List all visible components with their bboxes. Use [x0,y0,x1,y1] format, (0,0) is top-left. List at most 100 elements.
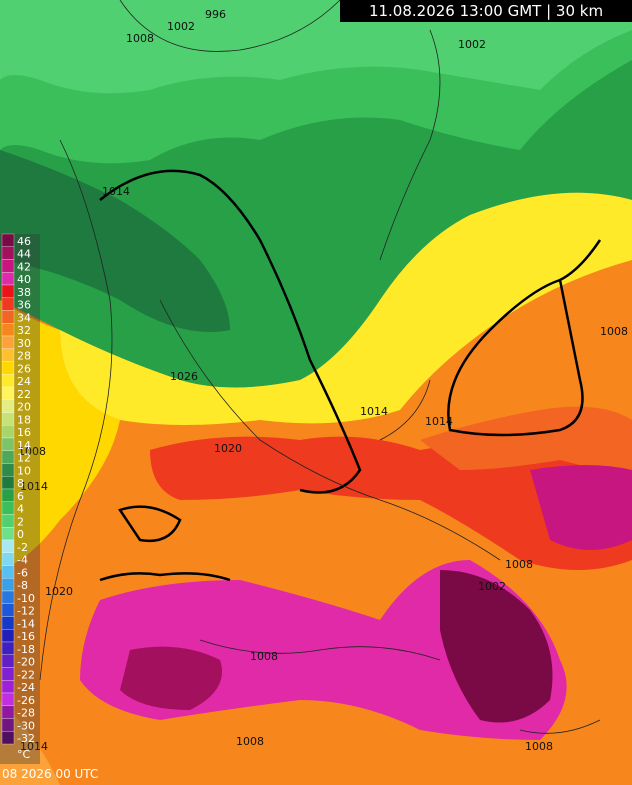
isobar-label: 1002 [167,20,195,33]
legend-label: 40 [17,273,31,286]
header-title: 11.08.2026 13:00 GMT | 30 km [369,2,603,20]
legend-swatch [1,590,15,604]
legend-swatch [1,348,15,362]
isobar-label: 1014 [20,480,48,493]
isoline [99,169,362,494]
legend-swatch [1,272,15,286]
legend-label: 42 [17,260,31,273]
isobar [119,0,341,52]
isobar-label: 1014 [102,185,130,198]
isobar-label: 1020 [214,442,242,455]
legend-swatch [1,488,15,502]
isobar-label: 1008 [126,32,154,45]
legend-swatch [1,323,15,337]
legend-swatch [1,578,15,592]
legend-swatch [1,552,15,566]
field-orange [420,406,632,480]
legend-label: -24 [17,681,35,694]
legend-swatch [1,425,15,439]
legend-label: 24 [17,375,31,388]
legend-label: -32 [17,732,35,745]
legend-unit: °C [17,748,31,761]
legend-swatch [1,361,15,375]
legend-swatch [1,667,15,681]
legend-label: -2 [17,541,28,554]
legend-label: -20 [17,656,35,669]
legend-swatch [1,603,15,617]
legend-swatch [1,565,15,579]
legend-label: 38 [17,286,31,299]
isobar-label: 1014 [425,415,453,428]
legend-label: 36 [17,299,31,312]
isobar-label: 1026 [170,370,198,383]
isobar-label: 1014 [20,740,48,753]
legend-swatch [1,514,15,528]
field-yellow-west [0,300,120,570]
legend-swatch [1,335,15,349]
isobar [519,719,601,734]
legend-label: -22 [17,668,35,681]
legend-label: 26 [17,362,31,375]
legend-label: -12 [17,605,35,618]
legend-swatch [1,476,15,490]
isobar-label: 1008 [525,740,553,753]
legend-swatch [1,463,15,477]
legend-label: 18 [17,413,31,426]
legend-swatch [1,705,15,719]
legend-label: 46 [17,235,31,248]
legend-label: 0 [17,528,24,541]
legend-label: 32 [17,324,31,337]
isoline [99,572,231,582]
legend-label: -14 [17,617,35,630]
legend-swatch [1,386,15,400]
isobar-label: 1020 [45,585,73,598]
field-orange-sw [0,700,60,785]
legend-label: 34 [17,311,31,324]
isobar [199,639,441,661]
legend-swatch [1,374,15,388]
thick-isolines [99,169,602,582]
legend-label: 28 [17,350,31,363]
isobar-label: 1008 [236,735,264,748]
isobar [379,29,441,261]
legend-swatch [1,527,15,541]
legend-swatch [1,437,15,451]
legend-swatch [1,501,15,515]
isobar-label: 1008 [250,650,278,663]
legend-swatch [1,284,15,298]
isobar-label: 1014 [360,405,388,418]
legend-label: -30 [17,719,35,732]
isoline [447,239,602,437]
isobar-label: 1002 [478,580,506,593]
legend-swatch [1,450,15,464]
legend-label: -18 [17,643,35,656]
legend-label: 2 [17,515,24,528]
isobar-label: 1008 [600,325,628,338]
legend-label: 4 [17,503,24,516]
legend-swatch [1,412,15,426]
isobar-label: 1008 [505,558,533,571]
isobar-label: 996 [205,8,226,21]
isobars [39,0,601,734]
legend-swatch [1,718,15,732]
legend-swatch [1,259,15,273]
legend-swatch [1,641,15,655]
legend-label: 16 [17,426,31,439]
field-green-dark [0,150,230,332]
field-maroon-sahara [120,646,222,710]
isobar [379,379,431,441]
legend-swatch [1,654,15,668]
isoline [118,505,182,543]
legend-label: 6 [17,490,24,503]
legend-swatch [1,310,15,324]
legend: 4644424038363432302826242220181614121086… [0,233,40,764]
header-box [340,0,632,22]
isobar [159,299,501,561]
legend-swatch [1,297,15,311]
legend-label: 22 [17,388,31,401]
legend-label: -6 [17,566,28,579]
legend-swatch [1,731,15,745]
legend-swatch [1,616,15,630]
